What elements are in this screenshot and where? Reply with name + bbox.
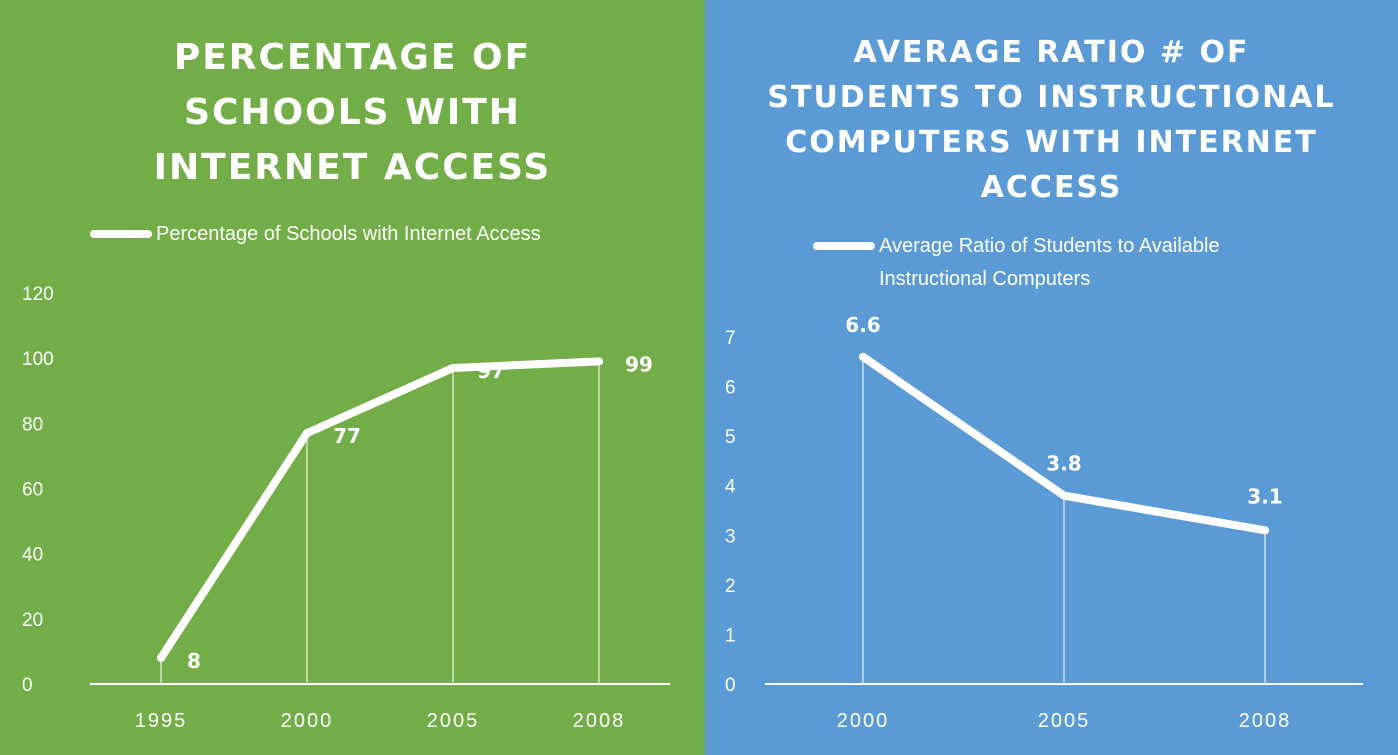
data-point	[859, 352, 867, 361]
x-tick-label: 2005	[427, 710, 480, 732]
legend-line-swatch	[813, 242, 875, 250]
data-label: 8	[187, 649, 201, 673]
x-tick-label: 1995	[135, 710, 188, 732]
series-line	[157, 357, 603, 662]
legend-line-swatch	[90, 230, 152, 238]
data-point	[303, 429, 311, 438]
data-point	[1261, 526, 1269, 535]
y-tick-label: 120	[22, 284, 54, 305]
y-tick-label: 6	[725, 378, 736, 399]
y-tick-label: 2	[725, 576, 736, 597]
y-tick-label: 60	[22, 480, 43, 501]
chart-title-schools-internet: PERCENTAGE OF SCHOOLS WITH INTERNET ACCE…	[0, 30, 705, 195]
data-point	[449, 363, 457, 372]
y-tick-label: 40	[22, 545, 43, 566]
data-point	[595, 357, 603, 366]
y-tick-label: 5	[725, 427, 736, 448]
y-tick-label: 0	[725, 675, 736, 696]
title-line: STUDENTS TO INSTRUCTIONAL	[767, 80, 1336, 115]
data-label: 77	[333, 424, 361, 448]
y-tick-label: 3	[725, 526, 736, 547]
legend-schools-internet: Percentage of Schools with Internet Acce…	[90, 218, 541, 251]
data-label: 6.6	[845, 313, 880, 337]
y-tick-label: 4	[725, 477, 736, 498]
y-tick-label: 1	[725, 625, 736, 646]
x-tick-label: 2005	[1038, 710, 1091, 732]
x-tick-label: 2008	[1239, 710, 1292, 732]
data-label: 3.8	[1046, 452, 1081, 476]
title-line: ACCESS	[980, 170, 1123, 205]
y-tick-label: 7	[725, 328, 736, 349]
x-tick-label: 2000	[281, 710, 334, 732]
plot-schools-internet: 0 20 40 60 80 100 120 1995 2000 2005 2008 8 77 97 99	[22, 284, 670, 732]
legend-students-ratio: Average Ratio of Students to Available I…	[813, 230, 1253, 296]
y-tick-label: 20	[22, 610, 43, 631]
title-line: SCHOOLS WITH	[184, 92, 521, 133]
plot-students-ratio: 0 1 2 3 4 5 6 7 2000 2005 2008 6.6 3.8 3.1	[725, 313, 1363, 732]
chart-panel-schools-internet: PERCENTAGE OF SCHOOLS WITH INTERNET ACCE…	[0, 0, 705, 755]
y-tick-label: 100	[22, 349, 54, 370]
title-line: INTERNET ACCESS	[153, 147, 552, 188]
legend-label: Average Ratio of Students to Available I…	[879, 235, 1220, 290]
data-label: 97	[477, 359, 505, 383]
chart-title-students-ratio: AVERAGE RATIO # OF STUDENTS TO INSTRUCTI…	[705, 30, 1398, 210]
data-point	[1060, 491, 1068, 500]
title-line: COMPUTERS WITH INTERNET	[785, 125, 1318, 160]
data-point	[157, 653, 165, 662]
x-tick-label: 2000	[837, 710, 890, 732]
data-label: 99	[625, 352, 653, 376]
y-tick-label: 80	[22, 414, 43, 435]
title-line: AVERAGE RATIO # OF	[853, 35, 1250, 70]
title-line: PERCENTAGE OF	[173, 37, 532, 78]
legend-label: Percentage of Schools with Internet Acce…	[156, 223, 541, 245]
y-tick-label: 0	[22, 675, 33, 696]
data-label: 3.1	[1247, 484, 1282, 508]
x-tick-label: 2008	[573, 710, 626, 732]
chart-panel-students-ratio: AVERAGE RATIO # OF STUDENTS TO INSTRUCTI…	[705, 0, 1398, 755]
